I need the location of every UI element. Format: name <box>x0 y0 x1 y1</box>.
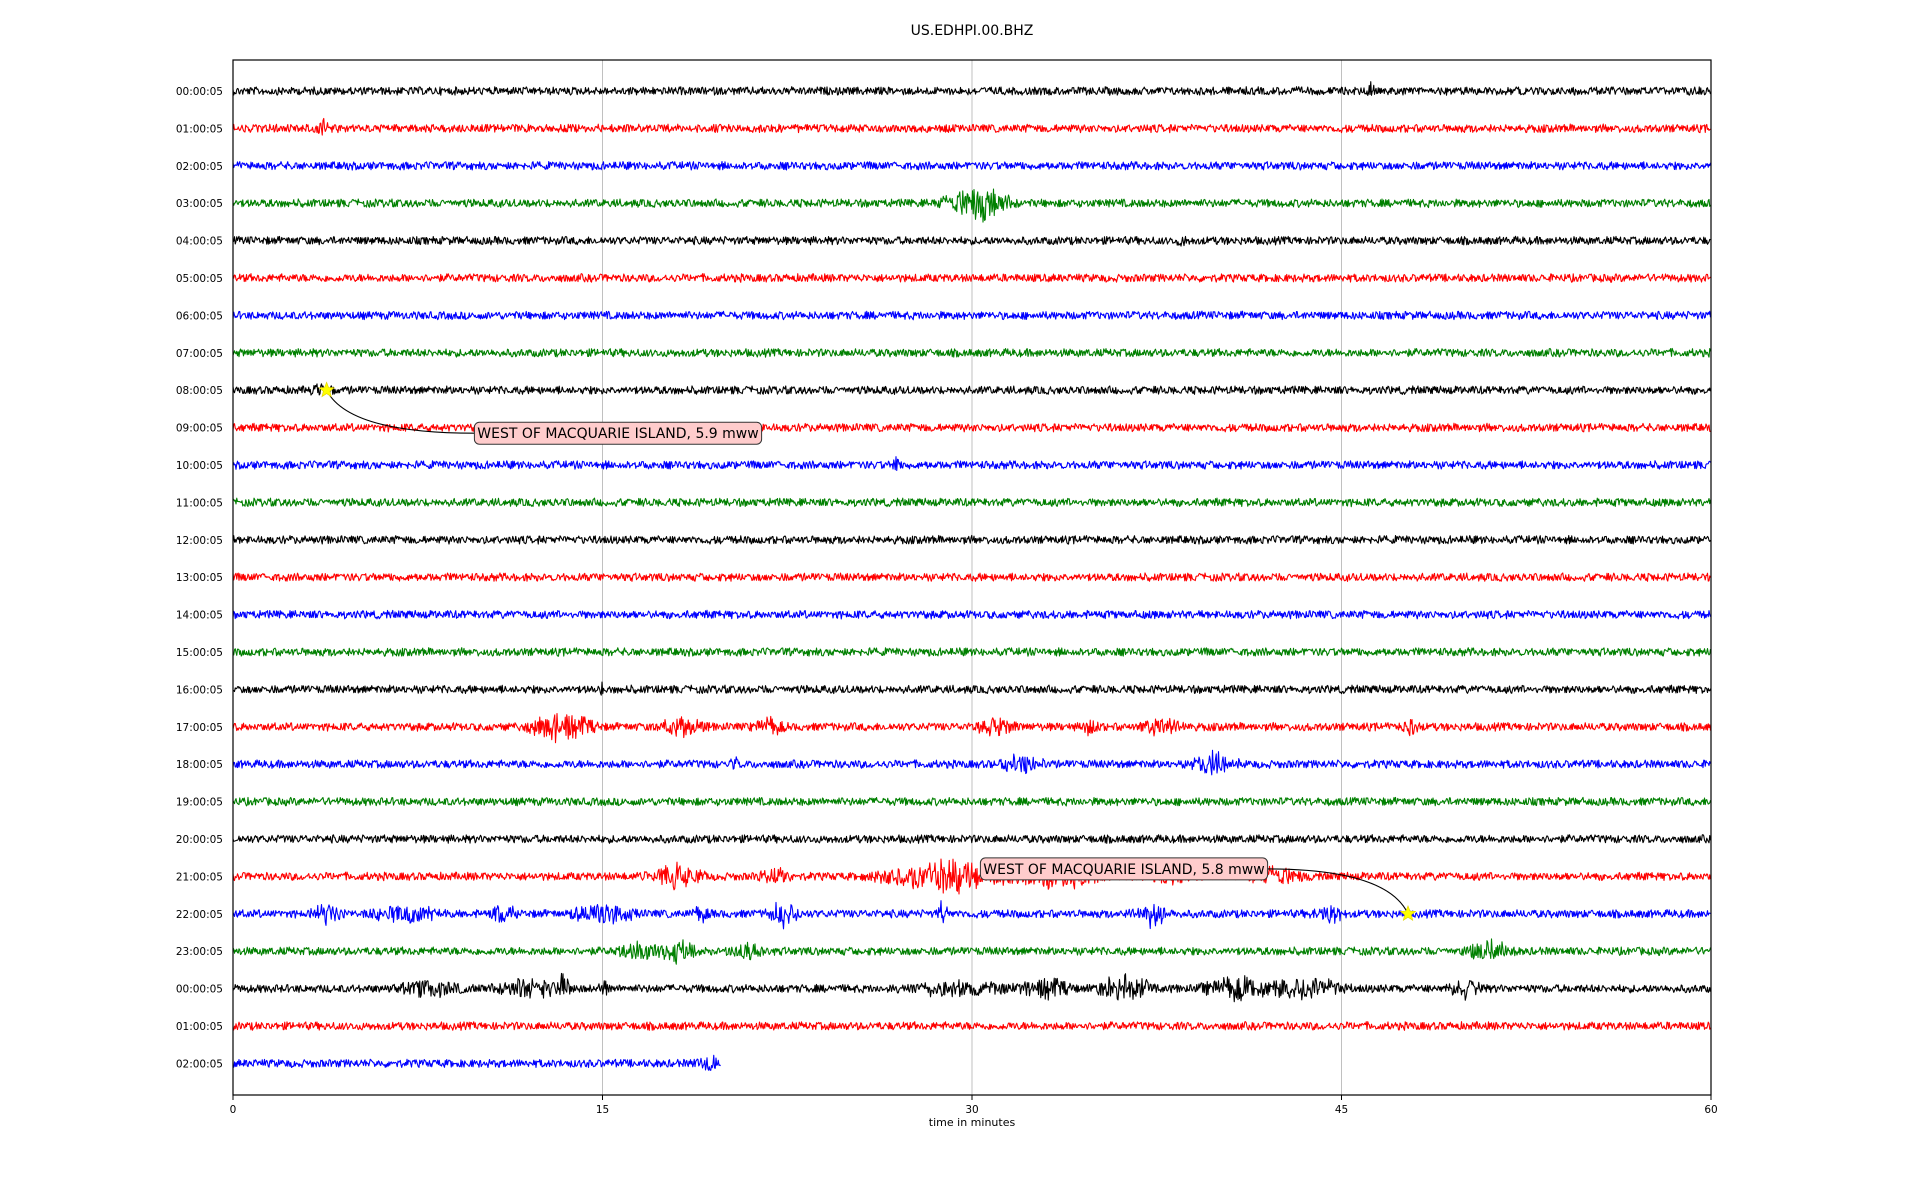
trace-row-1 <box>232 117 1711 136</box>
row-label-14: 14:00:05 <box>176 610 223 622</box>
row-label-17: 17:00:05 <box>176 722 223 734</box>
x-tick-label-0: 0 <box>230 1104 237 1116</box>
row-label-18: 18:00:05 <box>176 759 223 771</box>
row-label-5: 05:00:05 <box>176 273 223 285</box>
annotation-connector-1 <box>1267 868 1409 915</box>
trace-row-23 <box>232 938 1712 965</box>
row-label-10: 10:00:05 <box>176 460 223 472</box>
row-label-20: 20:00:05 <box>176 834 223 846</box>
trace-row-26 <box>232 1054 721 1071</box>
trace-row-0 <box>232 81 1712 96</box>
row-label-26: 02:00:05 <box>176 1058 223 1070</box>
row-label-15: 15:00:05 <box>176 647 223 659</box>
trace-row-7 <box>232 347 1712 358</box>
annotation-label-1: WEST OF MACQUARIE ISLAND, 5.8 mww <box>983 862 1264 878</box>
row-label-23: 23:00:05 <box>176 946 223 958</box>
trace-row-3 <box>232 188 1711 223</box>
vertical-grid <box>602 60 1342 1095</box>
row-label-6: 06:00:05 <box>176 310 223 322</box>
trace-row-24 <box>232 972 1712 1003</box>
row-label-8: 08:00:05 <box>176 385 223 397</box>
row-label-19: 19:00:05 <box>176 797 223 809</box>
trace-row-14 <box>232 609 1712 620</box>
event-annotations: WEST OF MACQUARIE ISLAND, 5.9 mww WEST OF… <box>318 381 1417 921</box>
row-time-labels: 00:00:05 01:00:05 02:00:05 03:00:05 04:00:05… <box>176 86 223 1070</box>
trace-row-22 <box>232 900 1711 930</box>
row-label-7: 07:00:05 <box>176 348 223 360</box>
annotation-label-0: WEST OF MACQUARIE ISLAND, 5.9 mww <box>477 426 758 442</box>
x-tick-label-4: 60 <box>1704 1104 1717 1116</box>
chart-title: US.EDHPI.00.BHZ <box>911 23 1034 39</box>
trace-row-12 <box>232 534 1711 545</box>
row-label-3: 03:00:05 <box>176 198 223 210</box>
annotation-box-1 <box>979 857 1269 881</box>
trace-row-25 <box>232 1021 1711 1031</box>
row-label-22: 22:00:05 <box>176 909 223 921</box>
trace-row-11 <box>232 497 1712 508</box>
trace-row-5 <box>232 273 1711 283</box>
event-star-icon-0 <box>318 381 336 398</box>
row-label-24: 00:00:05 <box>176 984 223 996</box>
trace-row-2 <box>232 161 1712 171</box>
row-label-0: 00:00:05 <box>176 86 223 98</box>
trace-row-16 <box>232 681 1712 696</box>
trace-row-10 <box>232 456 1711 472</box>
trace-row-15 <box>232 647 1712 657</box>
x-axis-label: time in minutes <box>929 1116 1016 1129</box>
trace-row-6 <box>232 310 1712 321</box>
row-label-1: 01:00:05 <box>176 123 223 135</box>
x-tick-label-2: 30 <box>965 1104 978 1116</box>
row-label-25: 01:00:05 <box>176 1021 223 1033</box>
row-label-2: 02:00:05 <box>176 161 223 173</box>
row-label-4: 04:00:05 <box>176 236 223 248</box>
annotation-connector-0 <box>326 389 475 434</box>
row-label-16: 16:00:05 <box>176 684 223 696</box>
trace-row-4 <box>232 235 1711 247</box>
row-label-12: 12:00:05 <box>176 535 223 547</box>
row-label-21: 21:00:05 <box>176 871 223 883</box>
trace-rows <box>232 81 1712 1071</box>
trace-row-18 <box>232 749 1712 776</box>
x-tick-label-1: 15 <box>596 1104 609 1116</box>
row-label-11: 11:00:05 <box>176 497 223 509</box>
trace-row-17 <box>232 712 1712 744</box>
row-label-13: 13:00:05 <box>176 572 223 584</box>
trace-row-8 <box>232 383 1712 396</box>
x-tick-label-3: 45 <box>1335 1104 1348 1116</box>
trace-row-19 <box>232 796 1712 807</box>
trace-row-13 <box>232 572 1711 582</box>
event-star-icon-1 <box>1399 904 1417 921</box>
x-axis-ticks: 0 15 30 45 60 <box>230 1095 1718 1116</box>
trace-row-20 <box>232 834 1712 844</box>
trace-row-21 <box>232 858 1712 895</box>
annotation-box-0 <box>473 421 763 445</box>
row-label-9: 09:00:05 <box>176 423 223 435</box>
